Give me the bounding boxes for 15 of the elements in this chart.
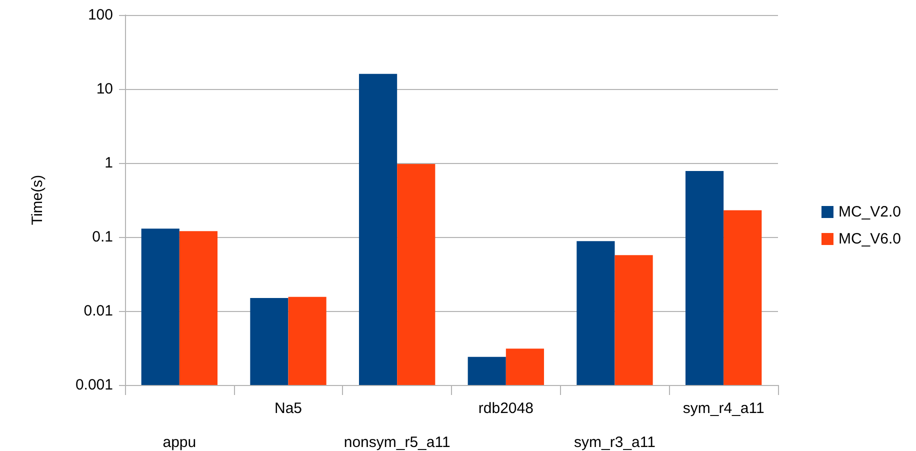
legend-label: MC_V6.0: [838, 230, 902, 248]
x-tick-label: Na5: [274, 400, 302, 417]
y-axis-title: Time(s): [29, 174, 46, 226]
y-tick-label: 10: [96, 80, 113, 98]
y-tick-label: 0.1: [92, 228, 113, 246]
x-tick-label: rdb2048: [478, 400, 534, 417]
x-tick-label: sym_r3_a11: [574, 434, 656, 451]
x-tick-label: nonsym_r5_a11: [344, 434, 450, 451]
legend-label: MC_V2.0: [838, 204, 902, 220]
y-tick-label: 0.001: [75, 376, 113, 394]
x-tick-label: sym_r4_a11: [682, 400, 764, 417]
y-tick-label: 0.01: [84, 302, 113, 320]
x-tick-label: appu: [162, 434, 196, 451]
y-tick-label: 100: [88, 6, 113, 24]
y-tick-label: 1: [104, 154, 113, 172]
